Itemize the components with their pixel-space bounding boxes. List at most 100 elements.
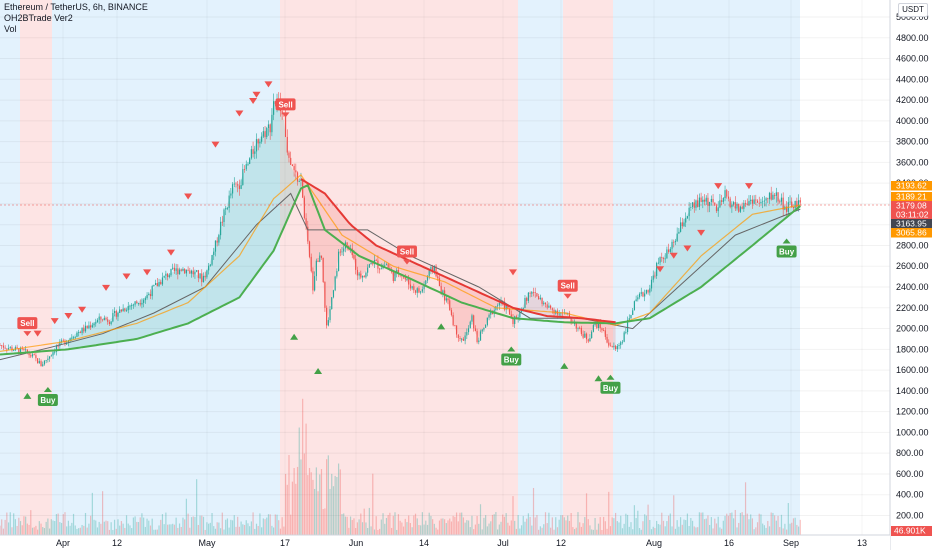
volume-bar bbox=[751, 518, 753, 535]
candle-body bbox=[64, 340, 66, 345]
candle-body bbox=[271, 114, 273, 133]
volume-bar bbox=[337, 463, 340, 535]
volume-bar bbox=[662, 520, 665, 535]
price-tag: 3193.62 bbox=[896, 181, 927, 191]
candle-body bbox=[288, 152, 290, 158]
candle-body bbox=[508, 308, 511, 315]
volume-bar bbox=[370, 526, 372, 535]
candle-body bbox=[208, 265, 210, 271]
candle-body bbox=[249, 158, 251, 164]
candle-body bbox=[768, 192, 771, 200]
volume-bar bbox=[715, 523, 718, 535]
candle-body bbox=[613, 346, 615, 347]
volume-bar bbox=[467, 520, 470, 535]
volume-bar bbox=[166, 524, 169, 535]
volume-bar bbox=[794, 517, 796, 535]
time-tick-label: Apr bbox=[56, 538, 70, 548]
volume-bar bbox=[127, 523, 129, 535]
volume-bar bbox=[153, 529, 155, 535]
candle-body bbox=[669, 248, 671, 252]
volume-bar bbox=[543, 524, 545, 535]
buy-arrow bbox=[43, 386, 52, 392]
candle-body bbox=[295, 170, 297, 173]
volume-bar bbox=[702, 512, 704, 535]
volume-bar bbox=[211, 512, 213, 535]
volume-bar bbox=[223, 529, 225, 535]
candle-body bbox=[202, 275, 205, 283]
candle-body bbox=[4, 347, 6, 349]
candle-body bbox=[237, 184, 239, 186]
volume-bar bbox=[462, 517, 465, 535]
volume-bar bbox=[402, 526, 405, 535]
volume-bar bbox=[721, 528, 723, 535]
candle-body bbox=[165, 273, 167, 276]
candle-body bbox=[409, 284, 411, 289]
candle-body bbox=[314, 276, 316, 291]
candle-body bbox=[529, 292, 531, 294]
volume-bar bbox=[493, 514, 495, 535]
volume-bar bbox=[219, 528, 222, 535]
volume-indicator-name[interactable]: Vol bbox=[4, 24, 17, 34]
currency-button[interactable]: USDT bbox=[898, 3, 928, 17]
volume-bar bbox=[201, 515, 203, 535]
volume-bar bbox=[14, 519, 16, 535]
candle-body bbox=[178, 269, 181, 275]
candle-body bbox=[57, 346, 59, 347]
candle-body bbox=[579, 327, 581, 329]
indicator-name[interactable]: OH2BTrade Ver2 bbox=[4, 13, 73, 23]
buy-label: Buy bbox=[603, 384, 619, 393]
candle-body bbox=[796, 201, 798, 208]
volume-bar bbox=[382, 513, 384, 535]
candle-body bbox=[329, 309, 331, 321]
candle-body bbox=[363, 276, 365, 278]
sell-triangle bbox=[102, 284, 111, 291]
candle-body bbox=[315, 260, 317, 277]
volume-bar bbox=[767, 520, 769, 535]
volume-bar bbox=[286, 484, 288, 535]
candle-body bbox=[746, 203, 748, 205]
band-blue-4 bbox=[613, 0, 800, 535]
volume-bar bbox=[327, 455, 329, 535]
volume-bar bbox=[471, 515, 473, 535]
candle-body bbox=[503, 301, 506, 310]
volume-bar bbox=[312, 479, 314, 535]
candle-body bbox=[664, 258, 666, 260]
volume-bar bbox=[290, 514, 292, 535]
volume-bar bbox=[139, 517, 141, 535]
volume-bar bbox=[177, 527, 179, 535]
volume-bar bbox=[401, 522, 403, 535]
candle-body bbox=[151, 286, 153, 297]
candle-body bbox=[7, 348, 10, 350]
volume-bar bbox=[606, 528, 608, 535]
candle-body bbox=[296, 172, 299, 182]
volume-bar bbox=[478, 523, 480, 535]
volume-bar bbox=[572, 527, 574, 535]
volume-bar bbox=[291, 481, 294, 535]
candle-body bbox=[445, 298, 447, 301]
candle-body bbox=[515, 316, 518, 319]
candle-body bbox=[144, 298, 146, 301]
candle-body bbox=[539, 297, 541, 300]
candle-body bbox=[172, 267, 174, 269]
sell-label-bg bbox=[557, 279, 578, 292]
candle-body bbox=[83, 327, 85, 332]
volume-bar bbox=[66, 526, 68, 535]
candle-body bbox=[681, 222, 683, 227]
symbol-title[interactable]: Ethereum / TetherUS, 6h, BINANCE bbox=[4, 2, 148, 12]
price-tick-label: 2400.00 bbox=[896, 282, 929, 292]
volume-bar bbox=[621, 528, 624, 535]
candle-body bbox=[683, 222, 685, 227]
candle-body bbox=[748, 200, 750, 205]
volume-bar bbox=[712, 528, 714, 535]
volume-bar bbox=[503, 516, 506, 535]
candle-body bbox=[649, 288, 651, 293]
candle-body bbox=[326, 307, 328, 326]
volume-bar bbox=[753, 529, 755, 535]
sell-triangle bbox=[714, 183, 723, 190]
price-tag-bg bbox=[891, 228, 932, 238]
price-tick-label: 1400.00 bbox=[896, 386, 929, 396]
volume-bar bbox=[19, 521, 22, 535]
candle-body bbox=[365, 272, 367, 278]
